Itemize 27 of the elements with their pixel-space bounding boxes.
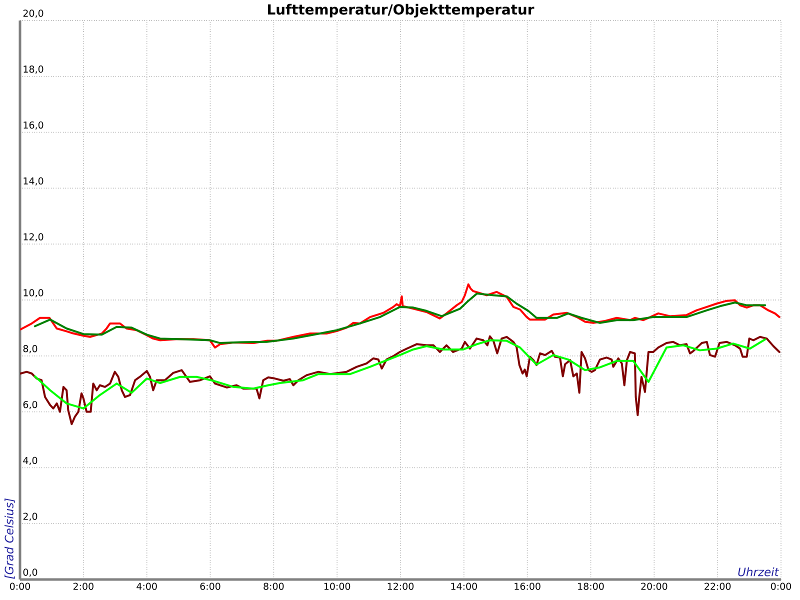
x-tick-label: 20:00 [641,582,668,590]
y-tick-label: 16,0 [24,121,44,130]
x-tick-label: 0:00 [10,582,30,590]
x-tick-label: 4:00 [136,582,157,590]
y-tick-label: 20,0 [23,10,44,18]
x-tick-label: 0:00 [770,582,792,590]
y-tick-label: 10,0 [24,289,44,298]
x-tick-label: 10:00 [324,582,350,590]
y-tick-label: 2,0 [23,512,38,521]
x-tick-label: 22:00 [704,582,731,590]
x-tick-label: 8:00 [264,582,284,590]
y-axis-title: [Grad Celsius] [4,498,15,579]
y-tick-label: 18,0 [24,66,44,74]
x-tick-label: 18:00 [578,582,604,590]
y-tick-label: 4,0 [23,456,38,466]
x-tick-label: 6:00 [200,582,220,590]
x-tick-label: 14:00 [451,582,477,590]
y-tick-label: 0,0 [23,568,38,577]
y-tick-label: 12,0 [24,233,44,242]
chart-title: Lufttemperatur/Objekttemperatur [268,4,534,18]
y-tick-label: 8,0 [23,345,38,354]
y-tick-label: 14,0 [24,177,44,186]
x-tick-label: 12:00 [388,582,414,590]
x-tick-label: 2:00 [73,582,94,590]
x-tick-label: 16:00 [514,582,540,590]
x-axis-title: Uhrzeit [738,567,780,576]
y-tick-label: 6,0 [23,400,38,410]
